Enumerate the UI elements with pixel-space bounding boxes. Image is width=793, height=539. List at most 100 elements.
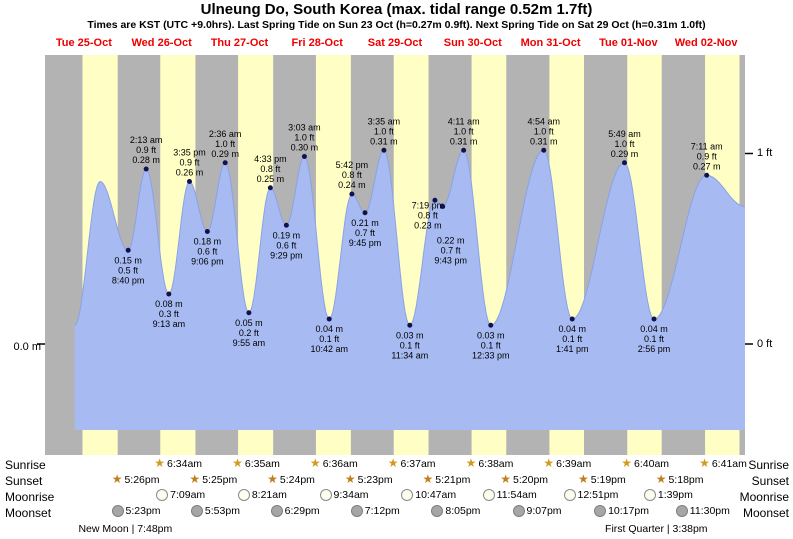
moonset-label-left: Moonset xyxy=(5,506,52,520)
sunset-item: ★ 5:25pm xyxy=(189,473,237,486)
moonrise-item: 7:09am xyxy=(156,489,205,501)
tide-low-annotation: 0.04 m 0.1 ft 1:41 pm xyxy=(556,324,589,354)
sunrise-item: ★ 6:38am xyxy=(466,457,514,470)
sunrise-item: ★ 6:37am xyxy=(388,457,436,470)
moonset-item: 5:53pm xyxy=(190,505,240,517)
tide-event-dot xyxy=(204,229,210,234)
sunset-item: ★ 5:23pm xyxy=(345,473,393,486)
tide-low-annotation: 0.21 m 0.7 ft 9:45 pm xyxy=(349,218,382,248)
moonrise-moon-icon xyxy=(319,489,332,501)
tide-low-annotation: 0.03 m 0.1 ft 12:33 pm xyxy=(472,330,510,360)
tide-high-annotation: 4:54 am 1.0 ft 0.31 m xyxy=(527,116,560,146)
sunset-item: ★ 5:24pm xyxy=(267,473,315,486)
moonset-moon-icon xyxy=(270,505,283,517)
sunset-label-left: Sunset xyxy=(5,474,43,488)
tide-curve-line xyxy=(74,149,746,326)
moonrise-moon-icon xyxy=(401,489,414,501)
tide-event-dot xyxy=(407,322,413,328)
moonset-moon-icon xyxy=(512,505,525,517)
sunrise-star-icon: ★ xyxy=(543,456,555,470)
sunrise-label-right: Sunrise xyxy=(748,458,789,472)
moonset-moon-icon xyxy=(190,505,203,517)
sunset-star-icon: ★ xyxy=(655,472,667,486)
moonrise-item: 12:51pm xyxy=(563,489,619,501)
tide-event-dot xyxy=(381,147,387,153)
moonset-time: 9:07pm xyxy=(526,505,562,517)
tide-low-annotation: 0.19 m 0.6 ft 9:29 pm xyxy=(270,230,303,260)
tide-event-dot xyxy=(349,191,355,197)
moonrise-item: 8:21am xyxy=(237,489,287,501)
moonrise-time: 7:09am xyxy=(170,489,206,501)
tide-high-annotation: 3:35 pm 0.9 ft 0.26 m xyxy=(173,148,206,178)
sunrise-item: ★ 6:39am xyxy=(543,457,591,470)
tide-low-annotation: 0.18 m 0.6 ft 9:06 pm xyxy=(191,237,224,267)
day-label: Tue 01-Nov xyxy=(599,37,658,49)
tide-low-annotation: 0.04 m 0.1 ft 10:42 am xyxy=(310,324,348,354)
sunrise-time: 6:40am xyxy=(634,457,670,470)
sunset-item: ★ 5:26pm xyxy=(112,473,160,486)
moonrise-time: 8:21am xyxy=(251,489,287,501)
sunset-item: ★ 5:20pm xyxy=(500,473,548,486)
sunset-star-icon: ★ xyxy=(189,472,201,486)
sunrise-star-icon: ★ xyxy=(465,456,477,470)
sunset-time: 5:26pm xyxy=(124,473,160,486)
moonset-item: 6:29pm xyxy=(270,505,320,517)
sunset-time: 5:21pm xyxy=(435,473,471,486)
moonrise-moon-icon xyxy=(643,489,656,501)
sunrise-time: 6:34am xyxy=(167,457,203,470)
sunset-label-right: Sunset xyxy=(751,474,789,488)
tide-event-dot xyxy=(488,322,494,328)
moonrise-time: 12:51pm xyxy=(577,489,619,501)
moon-phase-label: New Moon | 7:48pm xyxy=(78,523,173,535)
tide-low-annotation: 0.03 m 0.1 ft 11:34 am xyxy=(391,330,428,360)
moonset-time: 6:29pm xyxy=(284,505,320,517)
sunrise-time: 6:36am xyxy=(322,457,358,470)
sunrise-star-icon: ★ xyxy=(699,456,710,470)
moonset-item: 8:05pm xyxy=(431,505,480,517)
moonrise-time: 11:54am xyxy=(496,489,537,501)
day-label: Thu 27-Oct xyxy=(210,37,269,49)
day-label: Mon 31-Oct xyxy=(520,37,581,49)
sunset-time: 5:24pm xyxy=(279,473,315,486)
sunrise-star-icon: ★ xyxy=(154,456,166,470)
sunrise-star-icon: ★ xyxy=(232,456,243,470)
y-axis-left-zero-label: 0.0 m xyxy=(13,341,41,353)
tide-high-annotation: 2:36 am 1.0 ft 0.29 m xyxy=(209,129,242,159)
tide-event-dot xyxy=(166,291,172,297)
moonset-moon-icon xyxy=(111,505,124,517)
moonrise-label-left: Moonrise xyxy=(5,490,55,504)
moonrise-time: 10:47am xyxy=(415,489,457,501)
tide-event-dot xyxy=(267,185,273,191)
sunrise-star-icon: ★ xyxy=(621,456,633,470)
sunrise-time: 6:35am xyxy=(244,457,280,470)
day-label: Wed 26-Oct xyxy=(131,37,192,49)
sunset-star-icon: ★ xyxy=(577,472,589,486)
tide-event-dot xyxy=(432,197,438,203)
moonrise-item: 10:47am xyxy=(401,489,456,501)
page-subtitle: Times are KST (UTC +9.0hrs). Last Spring… xyxy=(87,19,706,31)
moonrise-moon-icon xyxy=(482,489,495,501)
moonset-row: Moonset Moonset 5:23pm 5:53pm 6:29pm 7:12pm… xyxy=(0,505,793,521)
sunset-star-icon: ★ xyxy=(111,472,123,486)
tide-event-dot xyxy=(283,222,289,228)
moonset-moon-icon xyxy=(431,505,444,517)
tide-event-dot xyxy=(651,316,657,322)
tide-high-annotation: 5:42 pm 0.8 ft 0.24 m xyxy=(336,160,369,190)
tide-event-dot xyxy=(186,179,192,184)
moonset-item: 9:07pm xyxy=(512,505,562,517)
sunrise-label-left: Sunrise xyxy=(5,458,46,472)
sunset-time: 5:23pm xyxy=(357,473,393,486)
moonset-moon-icon xyxy=(594,505,607,517)
tide-chart-svg: 0.15 m 0.5 ft 8:40 pm 2:13 am 0.9 ft 0.28 m 0.… xyxy=(37,55,753,455)
sunrise-item: ★ 6:36am xyxy=(310,457,358,470)
page-title: Ulneung Do, South Korea (max. tidal rang… xyxy=(200,1,593,18)
sunrise-item: ★ 6:40am xyxy=(621,457,669,470)
sunset-star-icon: ★ xyxy=(422,472,434,486)
sunset-time: 5:20pm xyxy=(513,473,549,486)
moonrise-time: 1:39pm xyxy=(657,489,693,501)
y-axis-right-0ft-label: 0 ft xyxy=(757,338,773,350)
moonset-moon-icon xyxy=(675,505,688,517)
tide-event-dot xyxy=(440,204,446,209)
moonset-time: 10:17pm xyxy=(608,505,649,517)
